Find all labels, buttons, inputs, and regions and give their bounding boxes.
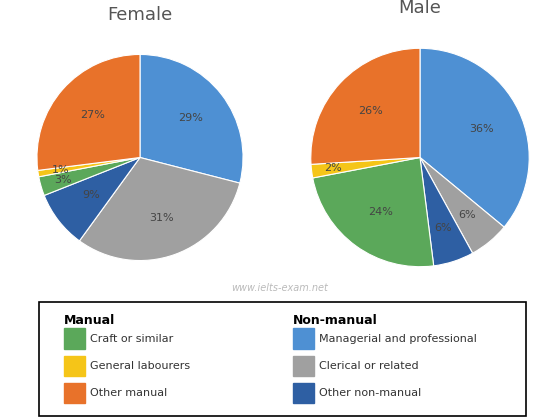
Bar: [292, 356, 315, 376]
Text: Clerical or related: Clerical or related: [319, 361, 419, 371]
Wedge shape: [38, 158, 140, 177]
Wedge shape: [39, 158, 140, 195]
Text: 24%: 24%: [368, 207, 393, 217]
Text: 36%: 36%: [469, 123, 493, 134]
Bar: [292, 383, 315, 403]
Text: General labourers: General labourers: [90, 361, 190, 371]
Wedge shape: [420, 158, 504, 253]
Text: 6%: 6%: [459, 210, 476, 220]
Text: 6%: 6%: [434, 223, 452, 233]
Bar: [64, 356, 86, 376]
FancyBboxPatch shape: [39, 302, 526, 416]
Text: Other manual: Other manual: [90, 388, 167, 398]
Bar: [64, 383, 86, 403]
Text: Craft or similar: Craft or similar: [90, 333, 174, 344]
Text: 27%: 27%: [80, 110, 105, 120]
Wedge shape: [37, 55, 140, 171]
Text: Managerial and professional: Managerial and professional: [319, 333, 477, 344]
Bar: [64, 328, 86, 349]
Bar: [292, 328, 315, 349]
Text: Other non-manual: Other non-manual: [319, 388, 422, 398]
Wedge shape: [311, 158, 420, 178]
Text: www.ielts-exam.net: www.ielts-exam.net: [232, 283, 328, 293]
Title: Male: Male: [399, 0, 441, 17]
Text: 26%: 26%: [358, 106, 383, 116]
Wedge shape: [311, 48, 420, 164]
Wedge shape: [420, 158, 473, 266]
Text: Non-manual: Non-manual: [292, 314, 377, 327]
Text: 3%: 3%: [54, 175, 72, 185]
Wedge shape: [80, 158, 240, 260]
Text: Manual: Manual: [64, 314, 115, 327]
Wedge shape: [44, 158, 140, 241]
Wedge shape: [140, 55, 243, 183]
Wedge shape: [420, 48, 529, 227]
Text: 2%: 2%: [324, 163, 342, 173]
Text: 29%: 29%: [178, 113, 203, 123]
Text: 9%: 9%: [82, 190, 100, 200]
Title: Female: Female: [108, 6, 172, 24]
Wedge shape: [312, 158, 433, 267]
Text: 31%: 31%: [150, 213, 174, 223]
Text: 1%: 1%: [52, 165, 69, 175]
